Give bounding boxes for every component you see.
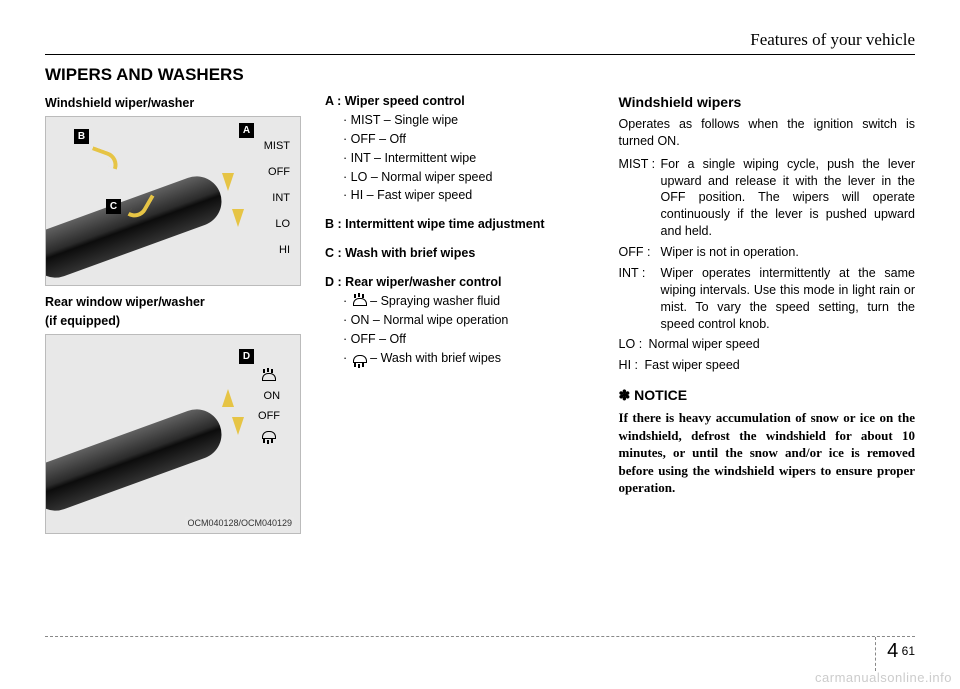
- spray-down-icon-inline: [351, 353, 367, 363]
- page-title: WIPERS AND WASHERS: [45, 65, 915, 85]
- def-mist: MIST : For a single wiping cycle, push t…: [619, 156, 915, 240]
- column-1: Windshield wiper/washer A B C MIST OFF I…: [45, 93, 301, 542]
- a-item-off: · OFF – Off: [353, 131, 595, 148]
- tag-c: C: [106, 199, 121, 214]
- def-int: INT : Wiper operates intermittently at t…: [619, 265, 915, 333]
- front-wiper-figure: A B C MIST OFF INT LO HI: [45, 116, 301, 286]
- spray-up-icon-inline: [351, 296, 367, 306]
- page-number: 4 61: [883, 640, 915, 663]
- spray-down-icon: [260, 429, 276, 439]
- figure-caption: OCM040128/OCM040129: [185, 517, 294, 529]
- windshield-wipers-heading: Windshield wipers: [619, 93, 915, 112]
- column-3: Windshield wipers Operates as follows wh…: [619, 93, 915, 542]
- a-heading: A : Wiper speed control: [325, 93, 595, 110]
- notice-heading: ✽ NOTICE: [619, 386, 915, 405]
- def-lo: LO : Normal wiper speed: [619, 336, 915, 353]
- d-item-wash: · – Wash with brief wipes: [353, 350, 595, 367]
- label-on: ON: [264, 389, 281, 404]
- column-2: A : Wiper speed control · MIST – Single …: [325, 93, 595, 542]
- tag-d: D: [239, 349, 254, 364]
- tag-a: A: [239, 123, 254, 138]
- a-item-int: · INT – Intermittent wipe: [353, 150, 595, 167]
- spray-up-icon: [260, 371, 276, 381]
- label-mist: MIST: [264, 139, 290, 154]
- label-off-2: OFF: [258, 409, 280, 424]
- a-item-mist: · MIST – Single wipe: [353, 112, 595, 129]
- def-hi: HI : Fast wiper speed: [619, 357, 915, 374]
- d-item-on: · ON – Normal wipe operation: [353, 312, 595, 329]
- d-item-off: · OFF – Off: [353, 331, 595, 348]
- d-item-spray: · – Spraying washer fluid: [353, 293, 595, 310]
- intro-paragraph: Operates as follows when the ignition sw…: [619, 116, 915, 150]
- front-wiper-heading: Windshield wiper/washer: [45, 95, 301, 112]
- c-heading: C : Wash with brief wipes: [325, 245, 595, 262]
- tag-b: B: [74, 129, 89, 144]
- notice-body: If there is heavy accumulation of snow o…: [619, 409, 915, 497]
- def-off: OFF : Wiper is not in operation.: [619, 244, 915, 261]
- a-item-lo: · LO – Normal wiper speed: [353, 169, 595, 186]
- label-hi: HI: [279, 243, 290, 258]
- section-header: Features of your vehicle: [45, 30, 915, 50]
- footer-dashline: [45, 636, 915, 637]
- label-int: INT: [272, 191, 290, 206]
- d-heading: D : Rear wiper/washer control: [325, 274, 595, 291]
- label-lo: LO: [275, 217, 290, 232]
- footer-dashline-v: [875, 637, 876, 671]
- label-off: OFF: [268, 165, 290, 180]
- rear-wiper-figure: D ON OFF OCM040128/OCM040129: [45, 334, 301, 534]
- a-item-hi: · HI – Fast wiper speed: [353, 187, 595, 204]
- rear-wiper-heading-2: (if equipped): [45, 313, 301, 330]
- b-heading: B : Intermittent wipe time adjustment: [325, 216, 595, 233]
- watermark: carmanualsonline.info: [815, 670, 952, 685]
- rear-wiper-heading-1: Rear window wiper/washer: [45, 294, 301, 311]
